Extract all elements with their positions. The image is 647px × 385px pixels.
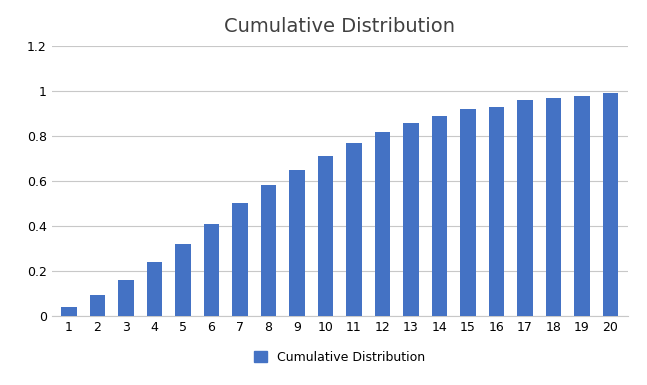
Bar (204, 224, 219, 316)
Bar (460, 109, 476, 316)
Bar (602, 93, 619, 316)
Bar (261, 186, 276, 316)
Bar (118, 280, 134, 316)
Bar (289, 170, 305, 316)
Bar (146, 262, 162, 316)
Bar (346, 143, 362, 316)
Title: Cumulative Distribution: Cumulative Distribution (224, 17, 455, 36)
Bar (318, 156, 333, 316)
Bar (545, 98, 562, 316)
Bar (574, 95, 590, 316)
Bar (232, 203, 248, 316)
Bar (375, 132, 390, 316)
Bar (403, 122, 419, 316)
Bar (517, 100, 533, 316)
Legend: Cumulative Distribution: Cumulative Distribution (249, 346, 430, 369)
Bar (61, 307, 77, 316)
Bar (432, 116, 447, 316)
Bar (175, 244, 191, 316)
Bar (488, 107, 504, 316)
Bar (89, 296, 105, 316)
